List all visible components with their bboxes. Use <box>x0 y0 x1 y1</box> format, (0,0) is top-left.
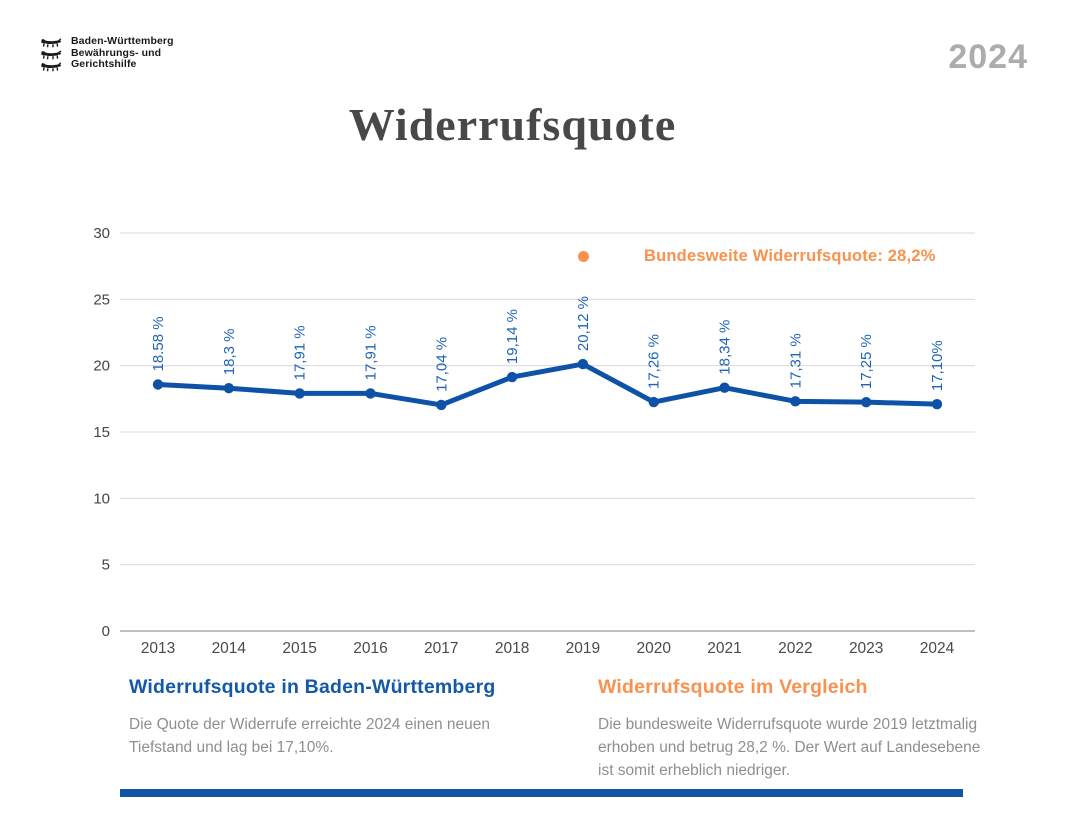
data-point <box>648 396 659 408</box>
x-tick-label: 2014 <box>212 640 247 657</box>
data-point-label: 20,12 % <box>575 296 592 351</box>
section-baden-wuerttemberg: Widerrufsquote in Baden-Württemberg Die … <box>129 676 569 759</box>
data-point <box>365 388 376 399</box>
x-tick-label: 2016 <box>353 640 387 657</box>
data-point-label: 17,91 % <box>292 325 309 380</box>
data-point-label: 18,3 % <box>221 329 238 376</box>
section-right-body: Die bundesweite Widerrufsquote wurde 201… <box>598 716 981 779</box>
logo-text-line1: Baden-Württemberg <box>71 35 174 47</box>
data-point-label: 17,91 % <box>362 325 379 380</box>
footer-accent-bar <box>120 789 963 797</box>
year-badge: 2024 <box>948 38 1028 76</box>
y-tick-label: 0 <box>102 623 110 640</box>
section-left-heading: Widerrufsquote in Baden-Württemberg <box>129 676 496 698</box>
data-point-label: 19,14 % <box>504 309 521 364</box>
x-tick-label: 2023 <box>849 640 883 657</box>
y-tick-label: 20 <box>93 358 110 375</box>
logo-text-line3: Gerichtshilfe <box>71 58 137 70</box>
data-point <box>719 382 730 393</box>
section-vergleich: Widerrufsquote im Vergleich Die bundeswe… <box>598 676 998 782</box>
x-tick-label: 2018 <box>495 640 529 657</box>
y-tick-label: 30 <box>93 225 110 242</box>
x-tick-label: 2021 <box>707 640 741 657</box>
logo-text: Baden-Württemberg Bewährungs- und Gerich… <box>71 35 174 72</box>
logo: Baden-Württemberg Bewährungs- und Gerich… <box>40 35 174 72</box>
y-tick-label: 10 <box>93 490 110 507</box>
y-tick-label: 25 <box>93 291 110 308</box>
section-right-heading: Widerrufsquote im Vergleich <box>598 676 868 698</box>
x-tick-label: 2017 <box>424 640 458 657</box>
x-tick-label: 2015 <box>282 640 316 657</box>
data-point-label: 18.58 % <box>150 316 167 371</box>
x-tick-label: 2013 <box>141 640 175 657</box>
x-tick-label: 2019 <box>566 640 600 657</box>
baden-wuerttemberg-lions-icon <box>40 36 62 72</box>
x-tick-label: 2024 <box>920 640 955 657</box>
data-point <box>152 379 164 390</box>
data-point-label: 17,10% <box>929 340 946 391</box>
legend-dot-icon <box>578 251 589 262</box>
x-tick-label: 2020 <box>636 640 671 657</box>
data-point <box>790 396 801 407</box>
data-point <box>577 358 589 370</box>
data-point <box>294 388 305 399</box>
data-point-label: 17,04 % <box>433 337 450 392</box>
data-point-label: 17,26 % <box>646 334 663 389</box>
y-tick-label: 15 <box>93 424 110 441</box>
data-point <box>223 383 235 394</box>
data-point <box>506 371 518 383</box>
data-point <box>860 396 872 408</box>
logo-text-line2: Bewährungs- und <box>71 46 162 59</box>
data-point-label: 18,34 % <box>717 320 734 375</box>
data-point-label: 17,25 % <box>858 334 875 389</box>
x-tick-label: 2022 <box>778 640 812 657</box>
chart-line <box>155 361 940 408</box>
data-point <box>931 398 943 410</box>
data-point-label: 17,31 % <box>787 333 804 388</box>
legend-label: Bundesweite Widerrufsquote: 28,2% <box>644 247 936 265</box>
page-title: Widerrufsquote <box>348 99 677 150</box>
y-tick-label: 5 <box>102 557 110 574</box>
data-point <box>436 399 447 411</box>
chart-legend: Bundesweite Widerrufsquote: 28,2% <box>578 247 936 266</box>
section-left-body: Die Quote der Widerrufe erreichte 2024 e… <box>129 716 491 756</box>
